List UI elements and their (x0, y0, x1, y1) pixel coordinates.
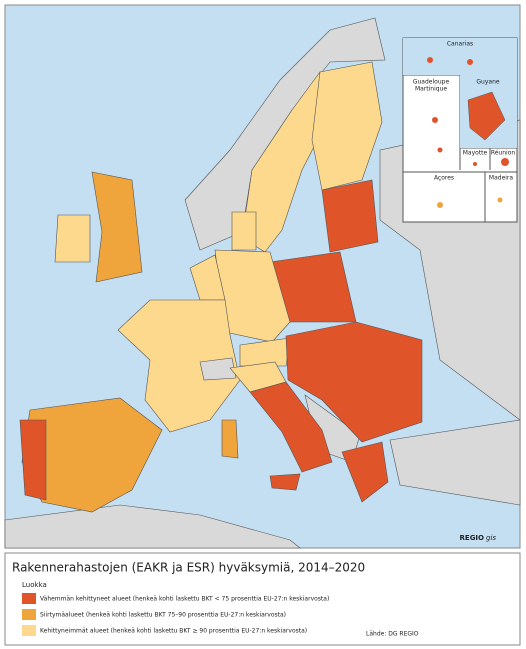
inset-label: Guyane (476, 79, 499, 86)
region (117, 299, 241, 433)
inset-label: Madeira (489, 175, 513, 182)
legend-swatch (22, 593, 36, 604)
region (437, 202, 443, 208)
legend-swatch (22, 609, 36, 620)
region (221, 419, 239, 459)
region (437, 147, 443, 153)
legend-label: Siirtymäalueet (henkeä kohti laskettu BK… (40, 612, 286, 619)
region (285, 321, 423, 443)
legend-frame (4, 552, 521, 646)
inset-label: Martinique (415, 86, 447, 93)
switzerland (199, 357, 237, 381)
legend-swatch (22, 625, 36, 636)
legend-label: Vähemmän kehittyneet alueet (henkeä koht… (40, 596, 329, 603)
region (467, 91, 506, 141)
region (341, 441, 389, 503)
turkey (389, 419, 521, 506)
region (311, 61, 383, 191)
credit-suffix: gis (486, 534, 496, 542)
inset-label: Canarias (447, 41, 473, 48)
region (473, 162, 477, 166)
region (269, 473, 301, 491)
map (4, 17, 521, 549)
region (91, 171, 143, 283)
legend-label: Kehittyneimmät alueet (henkeä kohti lask… (40, 628, 307, 635)
region (249, 381, 333, 473)
inset-label: Guadeloupe (413, 79, 450, 86)
inset-label: Açores (434, 175, 454, 182)
inset-sea (403, 38, 517, 75)
insets: Canarias Guadeloupe Martinique Guyane Ma… (402, 37, 518, 223)
inset-label: Réunion (491, 150, 516, 157)
region (54, 214, 91, 263)
credit: REGIO (460, 534, 485, 542)
inset-label: Mayotte (463, 150, 488, 157)
region (239, 337, 291, 367)
legend-title: Rakennerahastojen (EAKR ja ESR) hyväksym… (12, 561, 365, 575)
legend-items: Vähemmän kehittyneet alueet (henkeä koht… (22, 593, 329, 636)
region (19, 419, 47, 501)
legend-heading: Luokka (22, 581, 47, 589)
region (501, 158, 509, 166)
region (497, 197, 503, 203)
region (321, 179, 379, 253)
region (427, 57, 433, 63)
region (432, 117, 438, 123)
source: Lähde: DG REGIO (366, 631, 419, 638)
africa (4, 504, 301, 549)
region (231, 211, 257, 251)
region (467, 59, 473, 65)
